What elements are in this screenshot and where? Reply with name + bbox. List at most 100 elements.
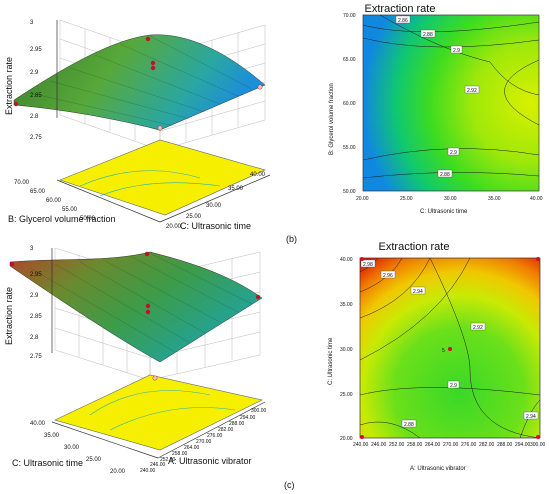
- panel-b-z-tick: 2.9: [30, 70, 39, 76]
- panel-b-contour-x-tick: 35.00: [488, 196, 501, 202]
- panel-b-contour-label: 2.88: [423, 32, 433, 38]
- panel-b-contour-label: 2.88: [440, 172, 450, 178]
- panel-b-z-tick: 2.75: [30, 135, 42, 141]
- panel-c-contour-x-tick: 294.00: [515, 442, 531, 448]
- panel-c-y-tick: 20.00: [110, 469, 126, 475]
- panel-c-contour-y-tick: 30.00: [340, 347, 353, 353]
- panel-c-x-tick: 252.00: [160, 457, 176, 463]
- panel-c-z-label: Extraction rate: [4, 287, 14, 345]
- panel-c-x-tick: 246.00: [150, 462, 166, 468]
- panel-c-contour-label: 2.92: [473, 325, 483, 331]
- panel-b-x-ticks: 20.00 25.00 30.00 35.00 40.00: [166, 172, 266, 230]
- panel-c-point: [144, 251, 150, 257]
- panel-b-x-tick: 20.00: [166, 224, 182, 230]
- panel-c-x-label: A: Ultrasonic vibrator: [168, 456, 252, 466]
- panel-c-x-tick: 300.00: [251, 408, 267, 414]
- panel-b-y-ticks: 70.00 65.00 60.00 55.00 50.00: [14, 180, 96, 222]
- panel-c-contour-label: 2.88: [404, 422, 414, 428]
- panel-c-contour-labels: 2.98 2.96 2.94 2.92 2.9 2.88 2.94: [360, 259, 539, 428]
- panel-b-z-tick: 3: [30, 20, 34, 26]
- panel-c-center-point: [448, 347, 452, 351]
- panel-b-surface-mesh: [13, 34, 266, 131]
- panel-b-contour-y-tick: 60.00: [343, 101, 356, 107]
- panel-c-x-tick: 270.00: [196, 439, 212, 445]
- panel-c-x-tick: 282.00: [218, 427, 234, 433]
- panel-c-contour-x-tick: 258.00: [407, 442, 423, 448]
- panel-b-point: [13, 101, 19, 107]
- panel-c-contour-y-tick: 35.00: [340, 302, 353, 308]
- panel-c-contour-label: 2.9: [450, 383, 457, 389]
- panel-b-contour-label: 2.9: [450, 150, 457, 156]
- panel-c-contour-label: 2.98: [363, 262, 373, 268]
- panel-c-y-tick: 35.00: [44, 433, 60, 439]
- panel-c-contour-x-tick: 240.00: [353, 442, 369, 448]
- panel-c-contour-title: Extraction rate: [379, 241, 450, 253]
- panel-c-point: [152, 375, 158, 381]
- panel-c-point: [145, 303, 151, 309]
- panel-b-y-label: B: Glycerol volume fraction: [8, 214, 116, 224]
- panel-b-y-tick: 65.00: [30, 189, 46, 195]
- panel-b-contour-x-tick: 25.00: [400, 196, 413, 202]
- panel-c-y-label: C: Ultrasonic time: [12, 458, 83, 468]
- panel-b-contour-x-ticks: 20.00 25.00 30.00 35.00 40.00: [356, 196, 543, 202]
- panel-b-point: [257, 84, 263, 90]
- panel-c-x-tick: 240.00: [140, 468, 156, 474]
- panel-c-contour-x-tick: 264.00: [425, 442, 441, 448]
- panel-c-contour-x-tick: 288.00: [497, 442, 513, 448]
- panel-c-z-tick: 2.85: [30, 314, 42, 320]
- panel-c-contour-x-tick: 282.00: [479, 442, 495, 448]
- panel-b-point: [150, 65, 156, 71]
- panel-b-floor: [59, 139, 266, 216]
- panel-c-contour-label: 2.94: [413, 289, 423, 295]
- panel-c-x-tick: 294.00: [240, 415, 256, 421]
- panel-c-z-tick: 2.75: [30, 354, 42, 360]
- panel-b-x-tick: 40.00: [250, 172, 266, 178]
- panel-c-contour-x-tick: 270.00: [443, 442, 459, 448]
- panel-c-x-ticks: 240.00 246.00 252.00 258.00 264.00 270.0…: [140, 408, 267, 474]
- panel-b-surface: 3 2.95 2.9 2.85 2.8 2.75 Extraction rate…: [4, 19, 271, 231]
- panel-c-z-ticks: 3 2.95 2.9 2.85 2.8 2.75: [30, 246, 42, 360]
- panel-b-point: [150, 60, 156, 66]
- panel-b-z-tick: 2.95: [30, 47, 42, 53]
- panel-b-contour-y-label: B: Glycerol volume fraction: [329, 83, 335, 155]
- panel-b-y-tick: 70.00: [14, 180, 30, 186]
- panel-c-center-label: 5: [442, 348, 445, 354]
- panel-b-point: [157, 125, 163, 131]
- panel-c-contour-label: 2.94: [526, 414, 536, 420]
- panel-b-x-label: C: Ultrasonic time: [180, 221, 251, 231]
- panel-c-contour-y-label: C: Ultrasonic time: [328, 337, 334, 385]
- panel-c-y-tick: 25.00: [86, 457, 102, 463]
- panel-c-contour-y-tick: 20.00: [340, 436, 353, 442]
- panel-b-contour-x-tick: 30.00: [444, 196, 457, 202]
- panel-b-contour-labels: 2.86 2.88 2.9 2.92 2.9 2.88: [395, 15, 480, 178]
- panel-b-z-tick: 2.8: [30, 114, 39, 120]
- panel-c-contour-label: 2.96: [383, 273, 393, 279]
- panel-c-contour-point: [536, 257, 540, 261]
- panel-b-x-tick: 30.00: [206, 203, 222, 209]
- panel-c-x-tick: 264.00: [184, 445, 200, 451]
- panel-c-y-tick: 40.00: [30, 421, 46, 427]
- panel-b-contour-label: 2.86: [398, 18, 408, 24]
- panel-b-z-label: Extraction rate: [4, 57, 14, 115]
- panel-c-contour-y-tick: 25.00: [340, 392, 353, 398]
- panel-c-surface-mesh: [9, 251, 263, 363]
- panel-c-z-tick: 2.95: [30, 272, 42, 278]
- panel-b-contour-x-tick: 40.00: [530, 196, 543, 202]
- panel-c-point: [255, 294, 261, 300]
- panel-c-contour-point: [536, 435, 540, 439]
- panel-b-y-tick: 55.00: [62, 207, 78, 213]
- panel-b-contour: Extraction rate 2.86 2.88 2.9 2.92 2.9 2…: [329, 3, 543, 215]
- panel-b-letter: (b): [286, 234, 297, 244]
- panel-c-letter: (c): [284, 480, 295, 490]
- panel-c-point: [145, 309, 151, 315]
- panel-c-contour-point: [360, 435, 364, 439]
- panel-b-contour-y-ticks: 70.00 65.00 60.00 55.00 50.00: [343, 13, 356, 195]
- panel-c-contour-x-ticks: 240.00 246.00 252.00 258.00 264.00 270.0…: [353, 442, 546, 448]
- panel-b-contour-x-tick: 20.00: [356, 196, 369, 202]
- panel-c-contour-y-ticks: 40.00 35.00 30.00 25.00 20.00: [340, 257, 353, 442]
- panel-c-contour-x-label: A: Ultrasonic vibrator: [410, 466, 466, 472]
- panel-c-contour: Extraction rate 2.98 2.96 2.94 2.92 2.9 …: [328, 241, 546, 472]
- panel-b-y-tick: 60.00: [46, 198, 62, 204]
- panel-b-z-ticks: 3 2.95 2.9 2.85 2.8 2.75: [30, 20, 42, 141]
